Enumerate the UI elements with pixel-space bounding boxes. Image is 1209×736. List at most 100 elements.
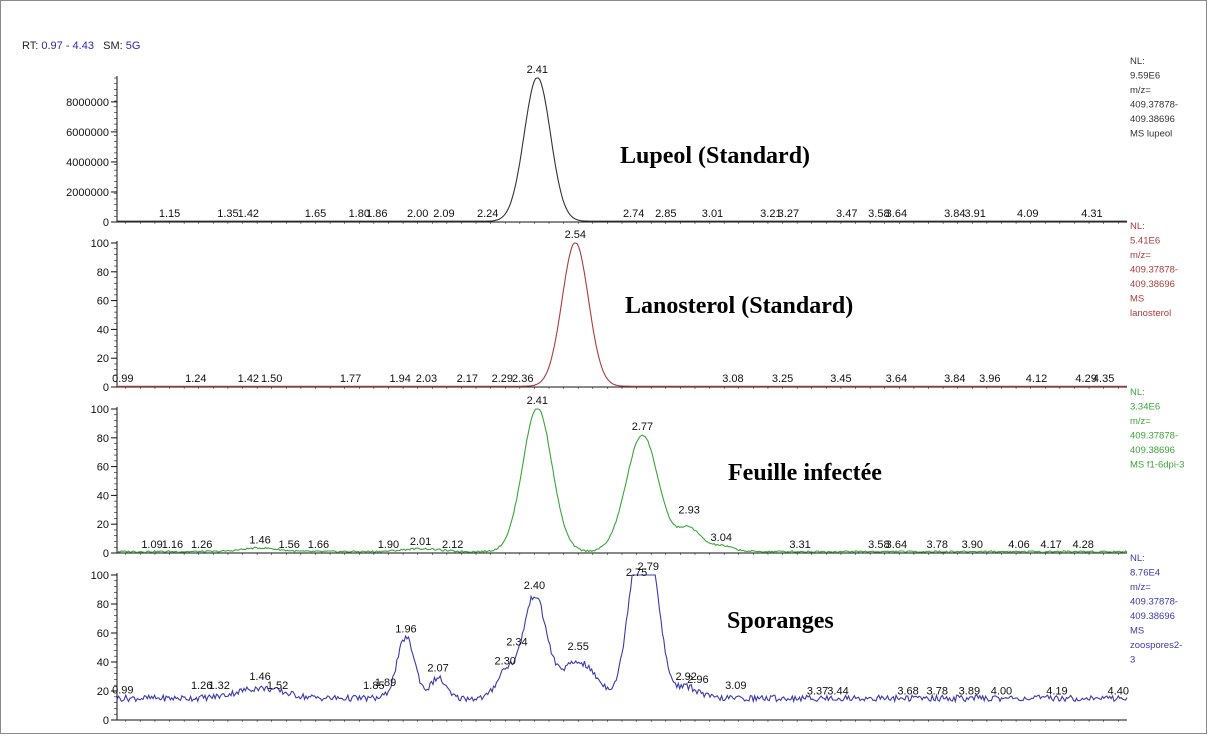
y-tick-label: 100 <box>91 404 109 416</box>
peak-label: 3.68 <box>897 686 918 698</box>
y-tick-label: 40 <box>97 657 109 669</box>
peak-label: 1.46 <box>249 671 270 683</box>
peak-label: 1.96 <box>395 623 416 635</box>
side-annotation: m/z= <box>1130 582 1151 593</box>
side-annotation: 409.38696 <box>1130 611 1175 622</box>
side-annotation: 409.37878- <box>1130 100 1178 111</box>
peak-label: 2.07 <box>427 663 448 675</box>
peak-label: 3.25 <box>772 373 793 385</box>
side-annotation: 8.76E4 <box>1130 568 1160 579</box>
peak-label: 2.30 <box>495 655 516 667</box>
peak-label: 4.31 <box>1081 208 1102 220</box>
peak-label: 2.74 <box>623 208 644 220</box>
peak-label: 2.41 <box>527 64 548 76</box>
peak-label: 2.54 <box>565 229 586 241</box>
side-annotation: NL: <box>1130 56 1145 67</box>
side-annotation: m/z= <box>1130 416 1151 427</box>
peak-label: 3.27 <box>778 208 799 220</box>
y-tick-label: 2000000 <box>66 187 109 199</box>
peak-label: 1.80 <box>349 208 370 220</box>
side-annotation: 409.37878- <box>1130 431 1178 442</box>
peak-label: 2.77 <box>632 421 653 433</box>
side-annotation: m/z= <box>1130 250 1151 261</box>
side-annotation: 409.38696 <box>1130 445 1175 456</box>
peak-label: 2.85 <box>655 208 676 220</box>
peak-label: 4.35 <box>1093 373 1114 385</box>
peak-label: 3.21 <box>760 208 781 220</box>
y-tick-label: 100 <box>91 570 109 582</box>
peak-label: 3.64 <box>886 539 907 551</box>
peak-label: 3.96 <box>979 373 1000 385</box>
peak-label: 1.85 <box>363 680 384 692</box>
peak-label: 1.90 <box>378 539 399 551</box>
peak-label: 2.17 <box>457 373 478 385</box>
peak-label: 4.17 <box>1040 539 1061 551</box>
peak-label: 3.44 <box>827 686 848 698</box>
side-annotation: m/z= <box>1130 85 1151 96</box>
peak-label: 3.09 <box>725 680 746 692</box>
side-annotation: MS <box>1130 626 1144 637</box>
peak-label: 2.96 <box>687 674 708 686</box>
side-annotation: MS lupeol <box>1130 129 1172 140</box>
trace-title: Lupeol (Standard) <box>620 143 810 169</box>
side-annotation: MS <box>1130 294 1144 305</box>
peak-label: 4.40 <box>1108 686 1129 698</box>
peak-label: 2.75 <box>626 567 647 579</box>
peak-label: 3.58 <box>868 539 889 551</box>
peak-label: 1.26 <box>191 680 212 692</box>
trace-title: Sporanges <box>727 608 834 634</box>
trace-line <box>117 242 1127 387</box>
trace-title: Lanosterol (Standard) <box>625 293 853 319</box>
peak-label: 4.28 <box>1073 539 1094 551</box>
peak-label: 2.36 <box>512 373 533 385</box>
y-tick-label: 4000000 <box>66 157 109 169</box>
peak-label: 1.56 <box>279 539 300 551</box>
peak-label: 1.52 <box>267 680 288 692</box>
panel-2: 0 20 40 60 80 100 0.99 1.24 1.42 1.50 1.77 1.94 2.03… <box>91 221 1178 394</box>
rt-range: 0.97 - 4.43 <box>41 40 94 52</box>
y-tick-label: 0 <box>103 382 109 394</box>
peak-label: 0.99 <box>112 373 133 385</box>
side-annotation: NL: <box>1130 553 1145 564</box>
peak-label: 2.93 <box>678 504 699 516</box>
peak-label: 1.77 <box>340 373 361 385</box>
side-annotation: 409.38696 <box>1130 279 1175 290</box>
peak-label: 2.12 <box>442 539 463 551</box>
peak-label: 2.00 <box>407 208 428 220</box>
peak-label: 2.40 <box>524 580 545 592</box>
y-tick-label: 20 <box>97 686 109 698</box>
panel-1: 0 2000000 4000000 6000000 8000000 1.15 1.35 1.4… <box>66 56 1178 229</box>
side-annotation: NL: <box>1130 387 1145 398</box>
peak-label: 3.58 <box>868 208 889 220</box>
y-tick-label: 0 <box>103 217 109 229</box>
side-annotation: 3.34E6 <box>1130 402 1160 413</box>
sm-label: SM: <box>103 40 123 52</box>
peak-label: 3.84 <box>944 208 965 220</box>
side-annotation: 409.38696 <box>1130 114 1175 125</box>
peak-label: 2.09 <box>433 208 454 220</box>
peak-label: 1.66 <box>308 539 329 551</box>
y-tick-label: 40 <box>97 324 109 336</box>
peak-label: 0.99 <box>112 684 133 696</box>
peak-label: 4.29 <box>1075 373 1096 385</box>
y-tick-label: 80 <box>97 599 109 611</box>
y-tick-label: 6000000 <box>66 127 109 139</box>
peak-label: 2.55 <box>568 641 589 653</box>
side-annotation: 409.37878- <box>1130 597 1178 608</box>
y-tick-label: 60 <box>97 462 109 474</box>
peak-label: 1.86 <box>366 208 387 220</box>
y-tick-label: 0 <box>103 715 109 727</box>
peak-label: 2.29 <box>492 373 513 385</box>
peak-label: 1.94 <box>389 373 410 385</box>
trace-title: Feuille infectée <box>728 460 882 486</box>
peak-label: 2.41 <box>527 395 548 407</box>
peak-label: 4.09 <box>1017 208 1038 220</box>
peak-label: 3.01 <box>702 208 723 220</box>
y-tick-label: 80 <box>97 433 109 445</box>
side-annotation: 3 <box>1130 655 1135 666</box>
peak-label: 1.46 <box>249 535 270 547</box>
peak-label: 1.09 <box>141 539 162 551</box>
peak-label: 3.47 <box>836 208 857 220</box>
y-tick-label: 20 <box>97 353 109 365</box>
peak-label: 3.78 <box>927 686 948 698</box>
